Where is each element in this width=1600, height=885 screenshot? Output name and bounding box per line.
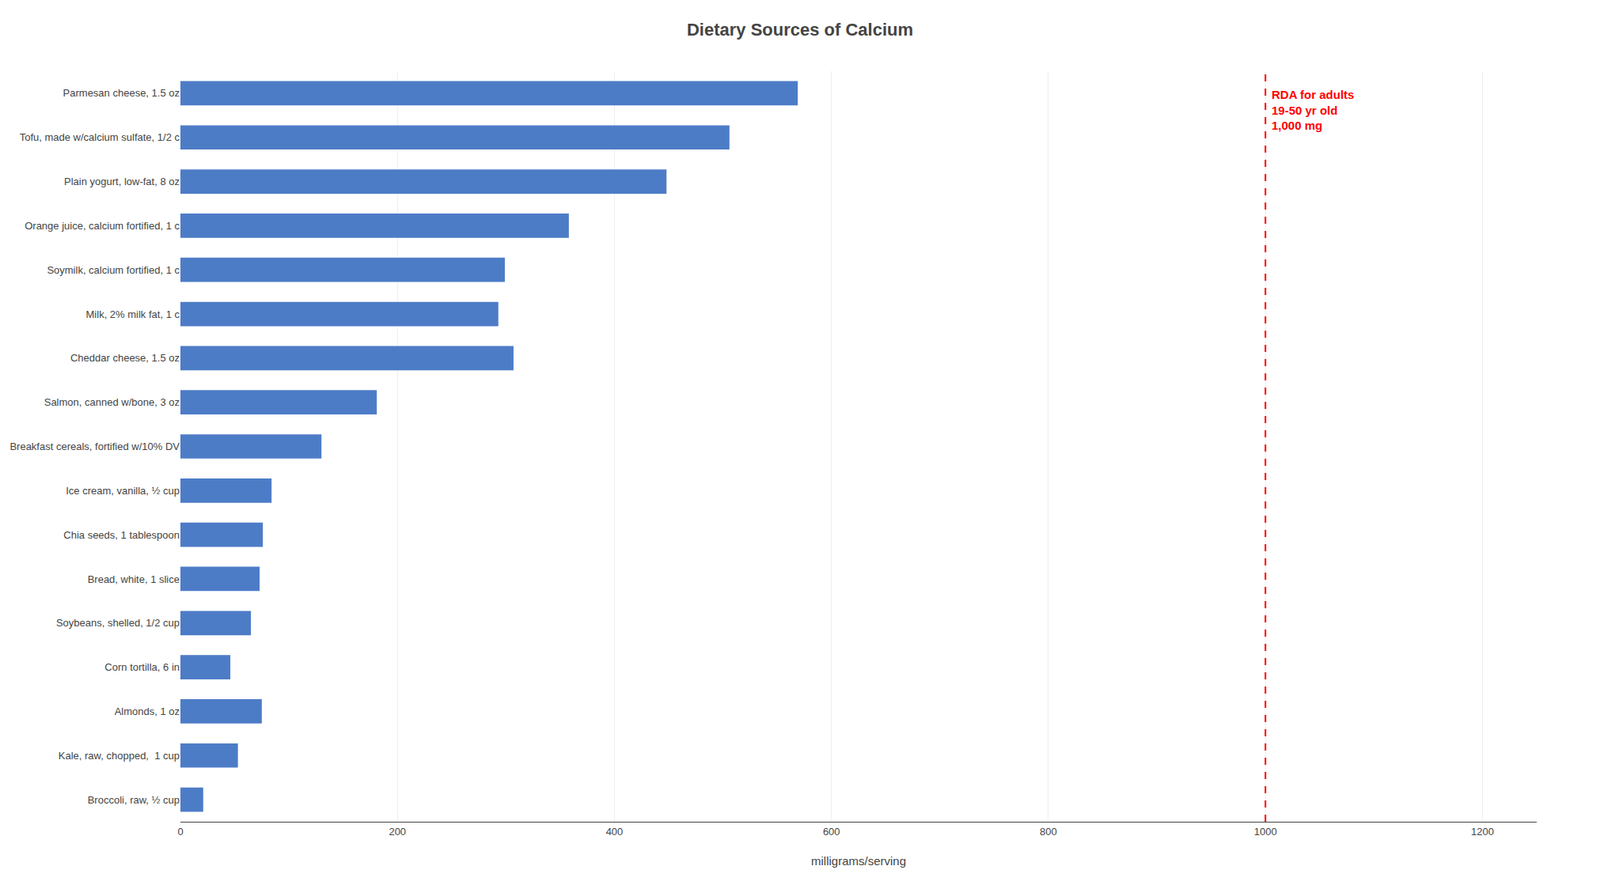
svg-text:milligrams/serving: milligrams/serving (811, 854, 907, 869)
svg-text:Broccoli, raw, ½ cup: Broccoli, raw, ½ cup (87, 794, 180, 807)
svg-text:Plain yogurt, low-fat, 8 oz: Plain yogurt, low-fat, 8 oz (64, 175, 180, 188)
svg-text:Parmesan cheese, 1.5 oz: Parmesan cheese, 1.5 oz (63, 87, 180, 99)
svg-text:400: 400 (606, 826, 624, 838)
svg-text:Cheddar cheese, 1.5 oz: Cheddar cheese, 1.5 oz (70, 352, 180, 364)
svg-text:800: 800 (1039, 826, 1058, 838)
svg-text:RDA for adults19-50 yr old1,00: RDA for adults19-50 yr old1,000 mg (1271, 87, 1354, 133)
svg-text:Almonds, 1 oz: Almonds, 1 oz (114, 705, 180, 718)
svg-text:1000: 1000 (1254, 826, 1278, 838)
svg-text:Orange juice, calcium fortifie: Orange juice, calcium fortified, 1 c (24, 219, 180, 232)
svg-text:1200: 1200 (1471, 826, 1494, 838)
svg-text:Breakfast cereals, fortified w: Breakfast cereals, fortified w/10% DV (9, 440, 180, 453)
svg-text:Ice cream, vanilla, ½ cup: Ice cream, vanilla, ½ cup (65, 485, 180, 497)
svg-text:0: 0 (177, 826, 183, 838)
svg-text:Salmon, canned w/bone, 3 oz: Salmon, canned w/bone, 3 oz (44, 396, 180, 409)
svg-text:Dietary Sources of Calcium: Dietary Sources of Calcium (686, 19, 914, 40)
svg-text:Milk, 2% milk fat, 1 c: Milk, 2% milk fat, 1 c (86, 308, 181, 321)
svg-text:Corn tortilla, 6 in: Corn tortilla, 6 in (104, 661, 180, 674)
svg-text:Soymilk, calcium fortified, 1: Soymilk, calcium fortified, 1 c (46, 264, 180, 277)
svg-text:Tofu, made w/calcium sulfate,: Tofu, made w/calcium sulfate, 1/2 c (19, 131, 181, 144)
svg-text:Bread, white, 1 slice: Bread, white, 1 slice (87, 573, 180, 586)
svg-text:Chia seeds, 1 tablespoon: Chia seeds, 1 tablespoon (63, 529, 180, 542)
svg-text:200: 200 (388, 826, 406, 838)
svg-text:Kale, raw, chopped, 1 cup: Kale, raw, chopped, 1 cup (58, 750, 180, 763)
svg-text:Soybeans, shelled, 1/2 cup: Soybeans, shelled, 1/2 cup (56, 617, 180, 630)
svg-text:600: 600 (822, 826, 841, 838)
